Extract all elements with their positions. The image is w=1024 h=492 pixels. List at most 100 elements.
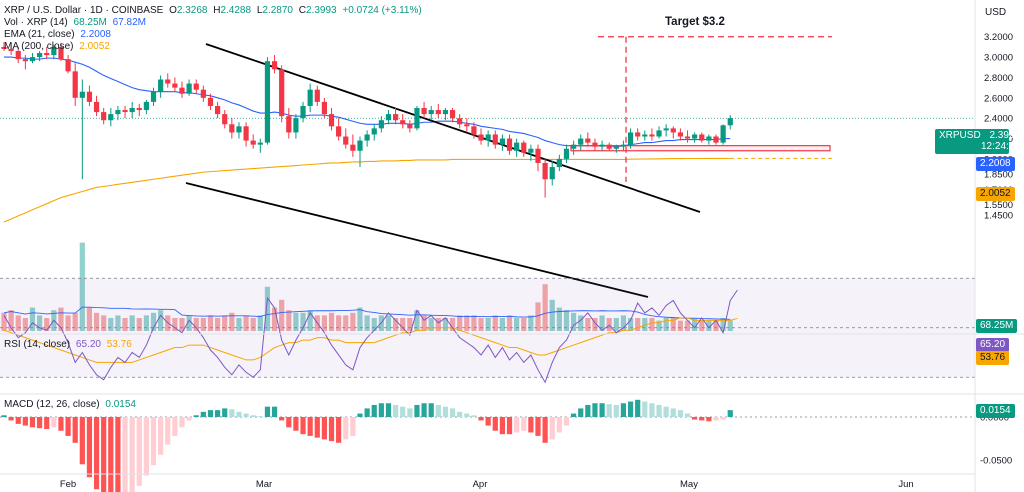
volume-bar [585, 318, 591, 331]
change-value: +0.0724 (+3.11%) [342, 5, 422, 16]
macd-bar [727, 410, 733, 417]
macd-bar [193, 415, 199, 417]
candle-body [549, 167, 555, 180]
macd-bar [684, 413, 691, 417]
volume-bar [15, 315, 21, 331]
rsi-value-2: 53.76 [106, 339, 132, 350]
macd-bar [592, 403, 598, 417]
macd-bar [457, 411, 463, 417]
macd-bar [670, 408, 676, 417]
macd-bar [122, 417, 128, 492]
candle-body [414, 108, 420, 129]
volume-bar [286, 310, 292, 331]
volume-bar [521, 318, 527, 331]
candle-body [293, 118, 299, 133]
candle-body [186, 83, 192, 94]
x-tick-label: May [680, 479, 698, 490]
candle-body [393, 114, 399, 121]
x-tick-label: Feb [60, 479, 76, 490]
volume-bar [414, 310, 420, 331]
candle-body [563, 148, 570, 159]
candle-body [336, 126, 342, 137]
macd-bar [8, 417, 14, 421]
currency-label[interactable]: USD [985, 7, 1007, 18]
volume-bar [158, 310, 164, 331]
candle-body [449, 110, 456, 119]
countdown-tag: 12:24:32 [981, 141, 1020, 152]
target-projection[interactable] [598, 36, 832, 182]
macd-bar [471, 415, 477, 417]
macd-bar [620, 403, 627, 417]
volume-bar [471, 315, 477, 331]
candle-body [158, 79, 164, 92]
ma-legend[interactable]: MA (200, close) 2.0052 [4, 41, 113, 53]
macd-bar [435, 404, 441, 417]
candle-body [442, 110, 449, 115]
candle-body [642, 134, 648, 137]
ma200-path [3, 157, 731, 223]
macd-bar [613, 404, 619, 417]
macd-bar [407, 408, 413, 417]
close-label: C [298, 5, 307, 16]
macd-bar [129, 417, 135, 492]
macd-bar [371, 404, 377, 417]
volume-bar [428, 318, 434, 331]
volume-bar [193, 318, 199, 331]
macd-bar [357, 413, 363, 417]
candle-body [492, 134, 498, 145]
candle-body [58, 46, 64, 60]
rsi-legend[interactable]: RSI (14, close) 65.20 53.76 [4, 339, 135, 351]
macd-bar [1, 415, 7, 417]
falling-wedge-trendlines[interactable] [185, 43, 701, 298]
macd-label: MACD (12, 26, close) [4, 399, 100, 410]
macd-bar [286, 417, 292, 428]
candle-body [350, 144, 356, 151]
candle-body [314, 89, 320, 102]
macd-bar [186, 417, 192, 421]
volume-bar [627, 318, 634, 331]
candle-body [713, 136, 719, 143]
candle-body [578, 138, 584, 145]
candle-body [321, 101, 327, 115]
candle-body [79, 91, 85, 98]
macd-legend[interactable]: MACD (12, 26, close) 0.0154 [4, 399, 139, 411]
macd-bar [350, 417, 356, 436]
candle-body [179, 87, 185, 94]
candle-body [257, 142, 263, 145]
candle-body [200, 89, 206, 98]
macd-bar [279, 417, 285, 421]
volume-bar [236, 318, 242, 331]
candle-body [506, 138, 513, 151]
volume-bar [72, 312, 78, 331]
macd-bar [150, 417, 157, 466]
candle-body [343, 136, 349, 145]
macd-bar [343, 417, 349, 440]
volume-bar [1, 312, 7, 331]
candle-body [129, 108, 135, 113]
rsi-ma-line [3, 317, 738, 363]
macd-bar [485, 417, 491, 426]
candle-body [371, 128, 377, 135]
candle-body [727, 118, 733, 126]
candle-body [407, 124, 413, 129]
candle-body [720, 125, 726, 143]
candle-body [528, 148, 534, 153]
volume-ma-line [3, 306, 731, 320]
candle-body [357, 140, 363, 151]
candle-body [193, 83, 199, 90]
symbol-title[interactable]: XRP / U.S. Dollar · 1D · COINBASE [4, 5, 164, 16]
volume-bar [642, 318, 648, 331]
macd-bar [663, 406, 669, 417]
candle-body [699, 134, 705, 141]
volume-bar [592, 318, 598, 331]
volume-bars [1, 242, 733, 331]
candle-body [635, 132, 641, 137]
volume-bar [250, 318, 256, 331]
candle-body [300, 105, 306, 119]
volume-legend[interactable]: Vol · XRP (14) 68.25M 67.82M [4, 17, 149, 29]
ema-legend[interactable]: EMA (21, close) 2.2008 [4, 29, 114, 41]
volume-bar [457, 315, 463, 331]
macd-pane [0, 399, 975, 492]
volume-bar [449, 318, 456, 331]
